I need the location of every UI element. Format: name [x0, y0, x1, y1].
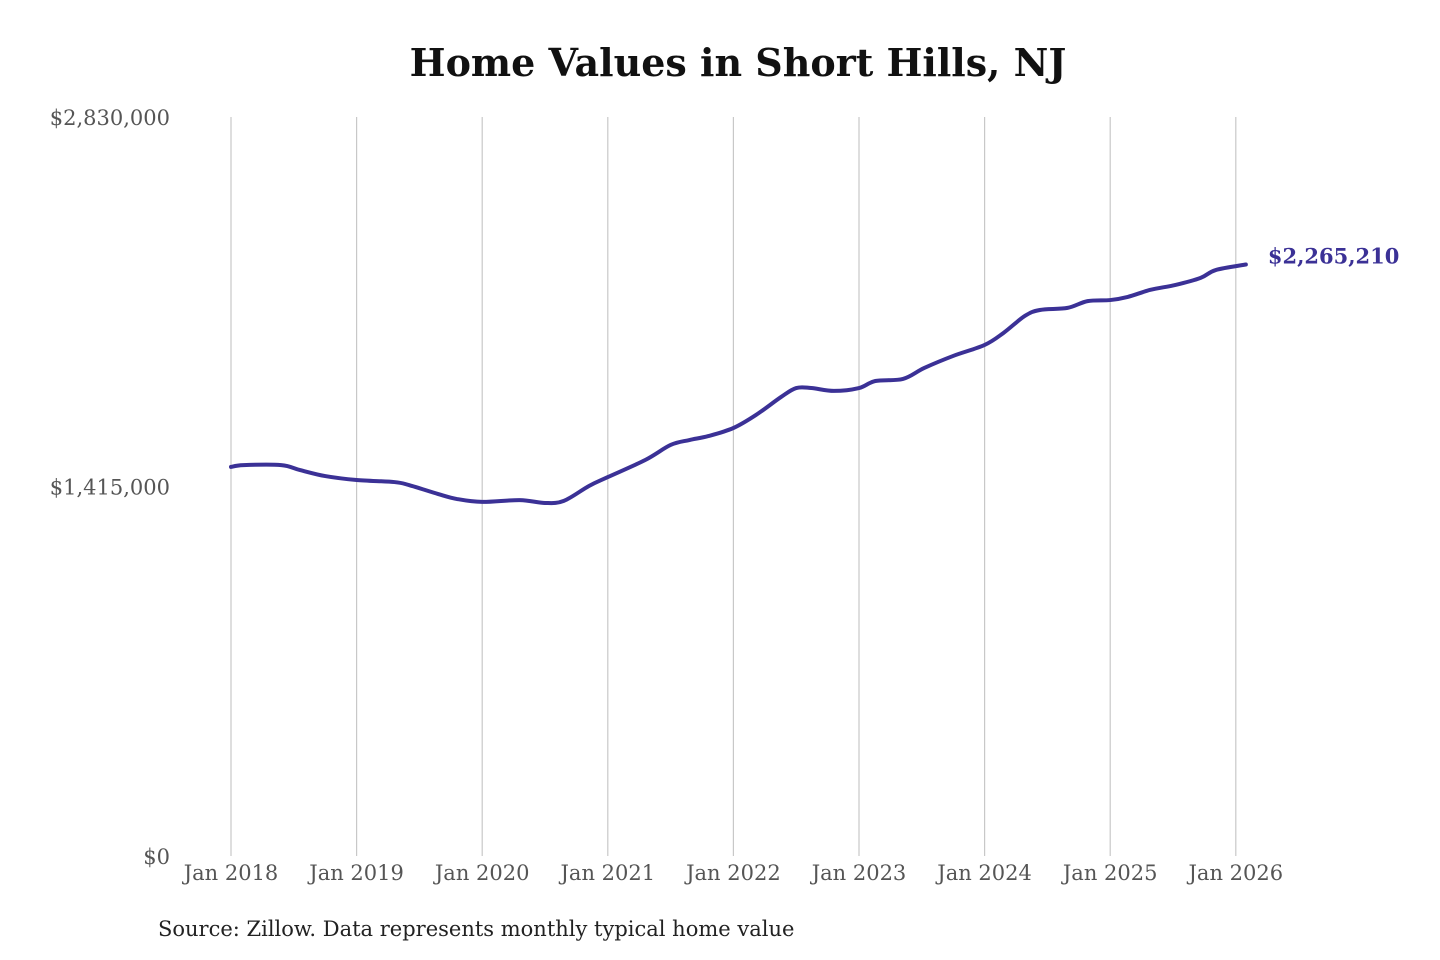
x-tick-label: Jan 2021 [559, 861, 656, 885]
chart-title: Home Values in Short Hills, NJ [409, 40, 1067, 85]
source-note: Source: Zillow. Data represents monthly … [158, 917, 795, 941]
x-tick-label: Jan 2026 [1187, 861, 1284, 885]
x-tick-label: Jan 2025 [1061, 861, 1158, 885]
x-tick-label: Jan 2018 [182, 861, 279, 885]
series-line [229, 262, 1248, 506]
y-tick-label: $2,830,000 [50, 106, 170, 130]
x-tick-label: Jan 2022 [684, 861, 781, 885]
x-tick-label: Jan 2023 [810, 861, 907, 885]
y-tick-label: $1,415,000 [50, 476, 170, 500]
x-tick-label: Jan 2019 [307, 861, 404, 885]
end-value-label: $2,265,210 [1268, 243, 1400, 268]
y-tick-label: $0 [143, 845, 170, 869]
x-tick-label: Jan 2024 [935, 861, 1032, 885]
x-tick-label: Jan 2020 [433, 861, 530, 885]
